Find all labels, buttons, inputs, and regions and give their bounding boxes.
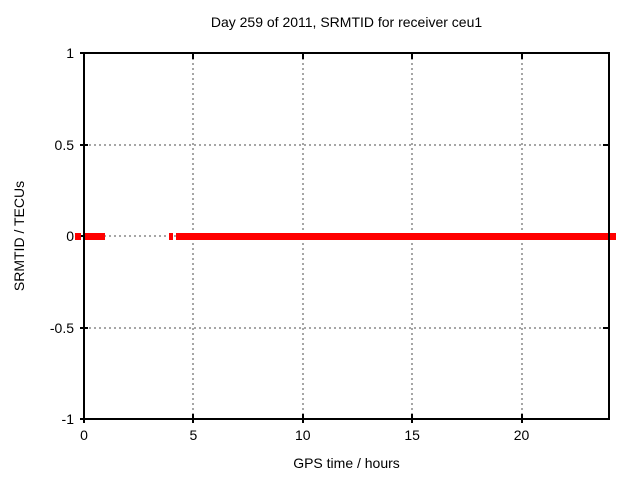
x-tick-mark-top	[520, 53, 523, 59]
y-tick-mark-right	[603, 143, 609, 146]
x-tick-label: 10	[294, 427, 311, 443]
chart-title: Day 259 of 2011, SRMTID for receiver ceu…	[210, 14, 483, 30]
srmtid-line-segment	[84, 233, 106, 240]
gridline-horizontal	[84, 326, 609, 329]
x-tick-label: 15	[404, 427, 420, 443]
srmtid-line-segment	[169, 233, 174, 240]
x-axis-title: GPS time / hours	[293, 455, 400, 471]
x-tick-label: 0	[80, 427, 88, 443]
x-tick-mark-top	[192, 53, 195, 59]
y-tick-mark-right	[603, 418, 609, 420]
y-tick-label: 1	[66, 45, 74, 61]
y-tick-label: -1	[61, 411, 74, 427]
srmtid-line-segment	[176, 233, 609, 240]
x-tick-label: 20	[513, 427, 530, 443]
x-tick-label: 5	[189, 427, 198, 443]
x-tick-mark	[301, 414, 304, 423]
y-tick-mark	[80, 52, 88, 54]
y-tick-mark	[80, 418, 88, 420]
y-tick-mark	[80, 143, 88, 146]
y-tick-mark-right	[603, 326, 609, 329]
srmtid-line-cap-right	[610, 233, 616, 240]
x-tick-mark	[192, 414, 195, 423]
y-tick-label: 0	[66, 228, 74, 244]
srmtid-line-cap-left	[75, 233, 81, 240]
x-tick-mark	[520, 414, 523, 423]
x-tick-mark-top	[301, 53, 304, 59]
x-tick-mark	[411, 414, 414, 423]
y-tick-label: 0.5	[54, 136, 74, 153]
x-tick-mark-top	[411, 53, 414, 59]
gridline-horizontal	[84, 143, 609, 146]
y-tick-mark	[80, 326, 88, 329]
y-tick-mark-right	[603, 52, 609, 54]
y-tick-label: -0.5	[49, 319, 74, 336]
